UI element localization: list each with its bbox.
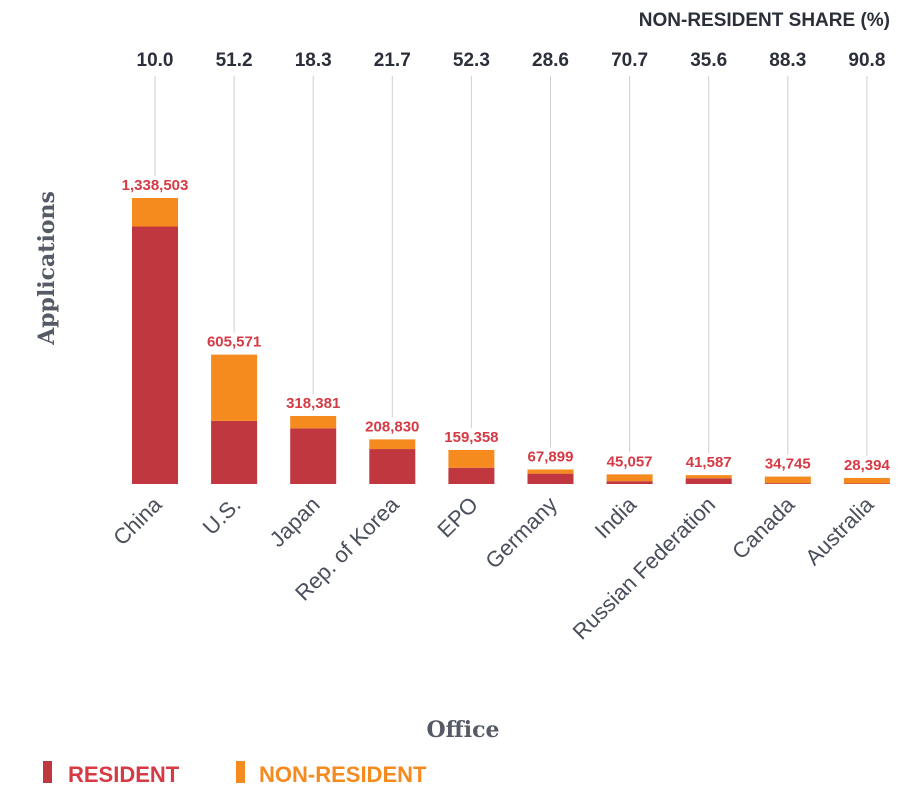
share-value-epo: 52.3 xyxy=(453,50,490,71)
total-label-china: 1,338,503 xyxy=(122,177,189,194)
bar-resident-u-s xyxy=(211,420,258,484)
labels: 10.0 1,338,503 China 51.2 605,571 U.S. 18.3 318… xyxy=(108,50,890,644)
bar-resident-russian-federation xyxy=(685,478,732,484)
total-label-epo: 159,358 xyxy=(444,429,498,446)
total-label-u-s: 605,571 xyxy=(207,334,261,351)
total-label-india: 45,057 xyxy=(607,453,653,470)
bar-non-resident-u-s xyxy=(211,354,258,421)
share-value-australia: 90.8 xyxy=(848,50,885,71)
total-label-australia: 28,394 xyxy=(844,457,891,474)
bar-non-resident-canada xyxy=(764,476,811,484)
legend-swatch-non-resident xyxy=(236,761,245,783)
guide-lines xyxy=(154,76,868,456)
share-value-canada: 88.3 xyxy=(769,50,806,71)
category-label-india: India xyxy=(590,491,642,543)
bar-non-resident-australia xyxy=(843,477,890,484)
category-label-canada: Canada xyxy=(727,491,800,564)
total-label-germany: 67,899 xyxy=(528,448,574,465)
bar-resident-china xyxy=(132,226,178,484)
bar-non-resident-china xyxy=(132,198,178,227)
share-value-japan: 18.3 xyxy=(295,50,332,71)
category-label-u-s: U.S. xyxy=(198,492,246,540)
bar-resident-japan xyxy=(290,428,337,484)
share-value-russian-federation: 35.6 xyxy=(690,50,727,71)
y-axis-title: Applications xyxy=(34,191,60,346)
total-label-rep-of-korea: 208,830 xyxy=(365,418,419,435)
bar-non-resident-russian-federation xyxy=(685,475,732,479)
legend-label-non-resident: NON-RESIDENT xyxy=(259,762,427,787)
non-resident-share-title: NON-RESIDENT SHARE (%) xyxy=(639,10,890,31)
bar-non-resident-japan xyxy=(290,415,337,429)
bar-resident-australia xyxy=(843,483,890,484)
category-label-russian-federation: Russian Federation xyxy=(568,492,721,645)
bar-resident-india xyxy=(606,481,653,484)
bar-resident-rep-of-korea xyxy=(369,449,416,484)
bar-non-resident-india xyxy=(606,474,653,482)
bar-resident-germany xyxy=(527,473,574,484)
share-value-china: 10.0 xyxy=(137,50,174,71)
share-value-u-s: 51.2 xyxy=(216,50,253,71)
bar-non-resident-germany xyxy=(527,469,574,474)
bar-resident-epo xyxy=(448,467,495,484)
legend-swatch-resident xyxy=(43,761,52,783)
bar-non-resident-rep-of-korea xyxy=(369,439,416,450)
category-label-japan: Japan xyxy=(265,492,325,552)
total-label-canada: 34,745 xyxy=(765,456,811,473)
bars xyxy=(132,198,890,484)
category-label-epo: EPO xyxy=(432,492,483,543)
share-value-india: 70.7 xyxy=(611,50,648,71)
bar-non-resident-epo xyxy=(448,449,495,468)
legend: RESIDENT NON-RESIDENT xyxy=(43,761,427,787)
category-label-australia: Australia xyxy=(800,491,879,570)
share-value-rep-of-korea: 21.7 xyxy=(374,50,411,71)
x-axis-title: Office xyxy=(427,717,500,743)
category-label-germany: Germany xyxy=(480,492,562,574)
category-label-china: China xyxy=(108,491,167,550)
total-label-russian-federation: 41,587 xyxy=(686,454,732,471)
bar-resident-canada xyxy=(764,483,811,484)
share-value-germany: 28.6 xyxy=(532,50,569,71)
legend-label-resident: RESIDENT xyxy=(68,762,180,787)
total-label-japan: 318,381 xyxy=(286,395,340,412)
